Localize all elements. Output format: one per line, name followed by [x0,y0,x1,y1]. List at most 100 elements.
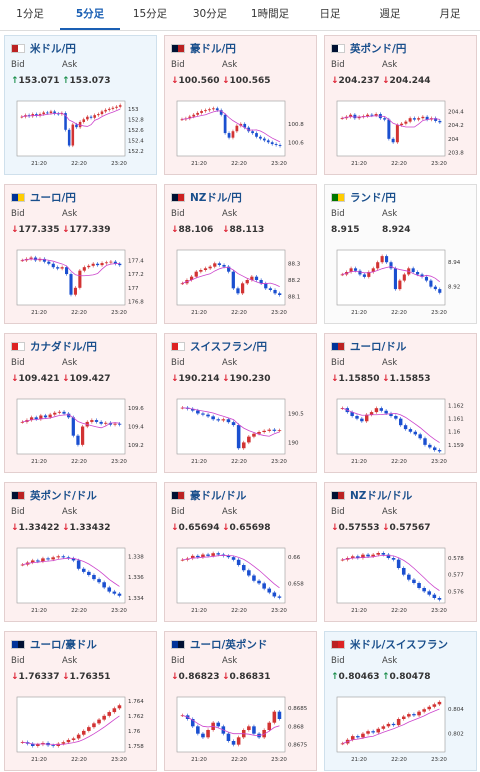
candle-body [361,554,365,558]
price-chart[interactable]: 8.94 8.92 21:20 22:20 23:20 [335,247,472,317]
candle-body [47,261,51,264]
price-chart[interactable]: 0.8685 0.868 0.8675 21:20 22:20 23:20 [175,694,312,764]
price-chart[interactable]: 153 152.8 152.6 152.4 152.2 21:20 22:20 23:20 [15,98,152,168]
ask-value-text: 1.33432 [69,523,111,533]
candle-body [251,131,254,134]
candle-body [78,270,82,288]
rate-card[interactable]: ランド/円 Bid Ask 8.915 8.924 8.94 8.92 21:20 22:20 2… [324,184,477,324]
rate-card[interactable]: カナダドル/円 Bid Ask ↓109.421 ↓109.427 109.6 109.4 1… [4,333,157,473]
candle-body [366,114,370,117]
y-tick-label: 100.8 [288,122,304,128]
price-chart[interactable]: 1.338 1.336 1.334 21:20 22:20 23:20 [15,545,152,615]
pair-name[interactable]: ユーロ/豪ドル [30,638,97,651]
rate-card[interactable]: 米ドル/スイスフラン Bid Ask ↑0.80463 ↑0.80478 0.804 0.8… [324,631,477,771]
pair-name[interactable]: ユーロ/円 [30,191,76,204]
candle-body [104,422,108,424]
ch-jp-flag-icon [171,341,185,351]
pair-name[interactable]: 米ドル/円 [30,42,76,55]
candle-body [407,714,411,717]
pair-name[interactable]: ランド/円 [350,191,396,204]
price-chart[interactable]: 88.3 88.2 88.1 21:20 22:20 23:20 [175,247,312,317]
pair-name[interactable]: 豪ドル/円 [190,42,236,55]
candle-body [252,433,256,437]
candle-body [402,274,406,281]
tab-6[interactable]: 週足 [379,8,401,20]
tab-1[interactable]: 5分足 [60,0,120,30]
rate-card[interactable]: ユーロ/英ポンド Bid Ask ↓0.86823 ↓0.86831 0.8685 0.86… [164,631,317,771]
pair-name[interactable]: スイスフラン/円 [190,340,268,353]
x-tick-label: 22:20 [391,608,407,614]
pair-name[interactable]: 豪ドル/ドル [190,489,247,502]
price-chart[interactable]: 0.578 0.577 0.576 21:20 22:20 23:20 [335,545,472,615]
rate-card[interactable]: 豪ドル/ドル Bid Ask ↓0.65694 ↓0.65698 0.66 0.658 21:… [164,482,317,622]
candle-body [211,416,215,420]
tab-7[interactable]: 月足 [439,8,461,20]
ask-label: Ask [222,507,238,517]
candle-body [211,108,215,110]
card-header: ユーロ/円 [11,190,76,204]
price-chart[interactable]: 1.764 1.762 1.76 1.758 21:20 22:20 23:20 [15,694,152,764]
pair-name[interactable]: NZドル/円 [190,191,242,204]
ask-label: Ask [62,60,78,70]
rate-card[interactable]: NZドル/円 Bid Ask ↓88.106 ↓88.113 88.3 88.2 88.1 21… [164,184,317,324]
rate-card[interactable]: NZドル/ドル Bid Ask ↓0.57553 ↓0.57567 0.578 0.577 0… [324,482,477,622]
price-chart[interactable]: 1.162 1.161 1.16 1.159 21:20 22:20 23:20 [335,396,472,466]
pair-name[interactable]: 米ドル/スイスフラン [350,638,449,651]
candle-body [29,257,33,259]
x-tick-label: 23:20 [271,608,287,614]
ask-value-text: 0.86831 [229,672,271,682]
x-tick-label: 23:20 [431,459,447,465]
candle-body [51,557,55,560]
rate-card[interactable]: 英ポンド/円 Bid Ask ↓204.237 ↓204.244 204.4 204.2 20… [324,35,477,175]
tab-4[interactable]: 1時間足 [250,8,290,20]
tab-0[interactable]: 1分足 [16,8,44,20]
rate-card[interactable]: ユーロ/豪ドル Bid Ask ↓1.76337 ↓1.76351 1.764 1.762 1… [4,631,157,771]
chart-frame [336,100,446,157]
bid-value-text: 190.214 [178,374,220,384]
pair-name[interactable]: ユーロ/英ポンド [190,638,268,651]
rate-card[interactable]: 米ドル/円 Bid Ask ↑153.071 ↑153.073 153 152.8 152.6… [4,35,157,175]
ask-label: Ask [382,60,398,70]
arrow-up-icon: ↑ [331,672,339,682]
pair-name[interactable]: カナダドル/円 [30,340,97,353]
tab-3[interactable]: 30分足 [192,8,228,20]
candle-body [107,712,112,716]
candle-body [391,723,396,726]
candle-body [208,109,211,111]
price-chart[interactable]: 177.4 177.2 177 176.8 21:20 22:20 23:20 [15,247,152,317]
tab-2[interactable]: 15分足 [132,8,168,20]
price-chart[interactable]: 204.4 204.2 204 203.8 21:20 22:20 23:20 [335,98,472,168]
pair-name[interactable]: NZドル/ドル [350,489,413,502]
price-chart[interactable]: 109.6 109.4 109.2 21:20 22:20 23:20 [15,396,152,466]
rate-card[interactable]: 豪ドル/円 Bid Ask ↓100.560 ↓100.565 100.8 100.6 21:… [164,35,317,175]
candle-body [389,262,393,269]
candle-body [356,556,360,558]
candle-body [180,283,184,285]
price-chart[interactable]: 100.8 100.6 21:20 22:20 23:20 [175,98,312,168]
x-tick-label: 22:20 [71,310,87,316]
rate-card[interactable]: 英ポンド/ドル Bid Ask ↓1.33422 ↓1.33432 1.338 1.336 1… [4,482,157,622]
candle-body [424,276,429,281]
x-tick-label: 23:20 [271,459,287,465]
candle-body [190,555,195,559]
y-tick-label: 88.1 [288,295,300,301]
rate-card[interactable]: スイスフラン/円 Bid Ask ↓190.214 ↓190.230 190.5 190 21… [164,333,317,473]
arrow-down-icon: ↓ [382,523,390,533]
candle-body [20,116,24,118]
pair-name[interactable]: 英ポンド/円 [350,42,407,55]
pair-name[interactable]: 英ポンド/ドル [30,489,97,502]
candle-body [264,283,268,289]
rate-card[interactable]: ユーロ/ドル Bid Ask ↓1.15850 ↓1.15853 1.162 1.161 1.… [324,333,477,473]
price-chart[interactable]: 0.804 0.802 21:20 22:20 23:20 [335,694,472,764]
price-chart[interactable]: 0.66 0.658 21:20 22:20 23:20 [175,545,312,615]
tab-5[interactable]: 日足 [319,8,341,20]
price-chart[interactable]: 190.5 190 21:20 22:20 23:20 [175,396,312,466]
pair-name[interactable]: ユーロ/ドル [350,340,407,353]
x-tick-label: 22:20 [391,459,407,465]
candle-body [425,116,429,120]
bid-value-text: 0.65694 [178,523,220,533]
arrow-down-icon: ↓ [62,225,70,235]
rate-card[interactable]: ユーロ/円 Bid Ask ↓177.335 ↓177.339 177.4 177.2 177… [4,184,157,324]
bid-value: ↓204.237 [331,76,380,86]
y-tick-label: 8.94 [448,260,461,266]
